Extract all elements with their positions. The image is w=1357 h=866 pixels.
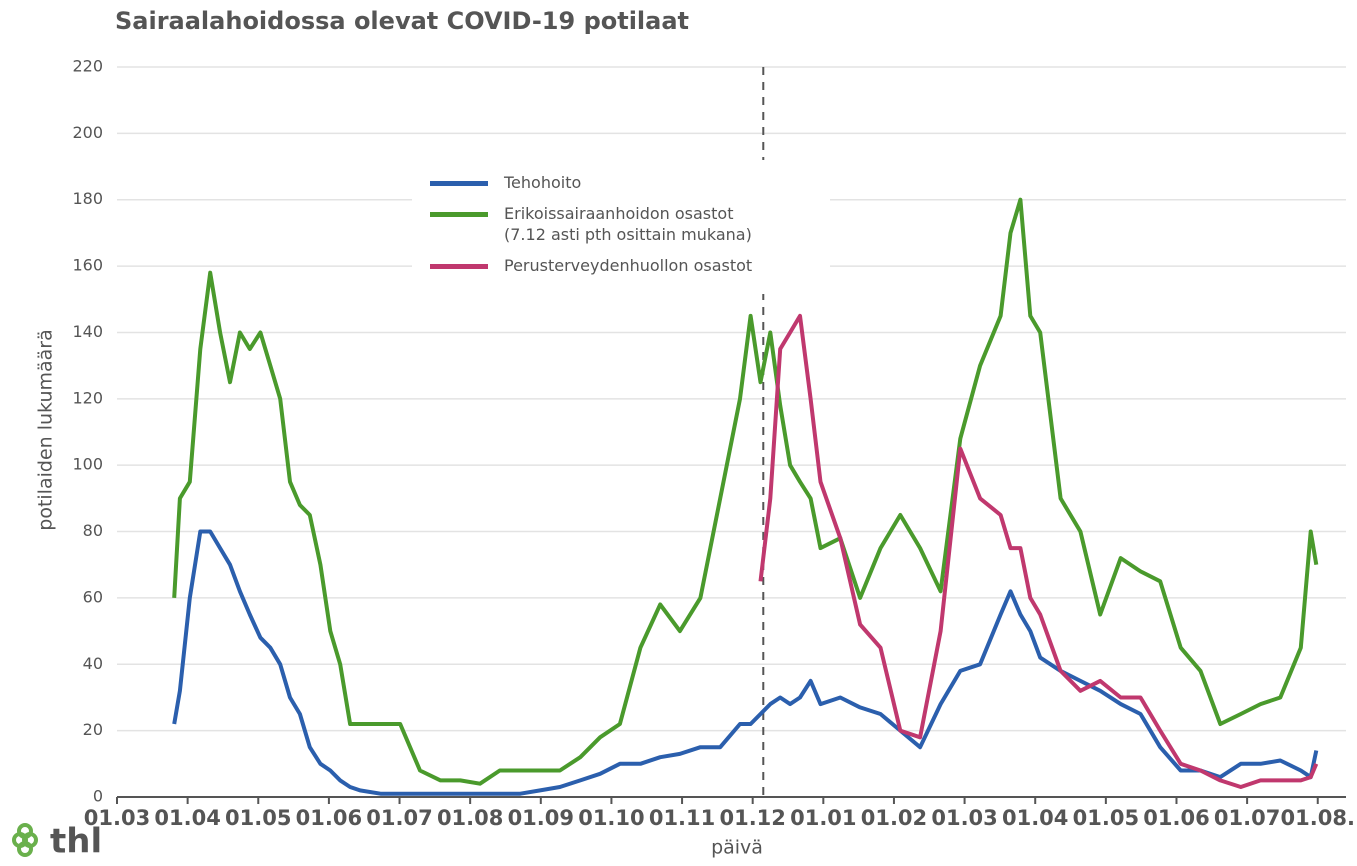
legend-item: Perusterveydenhuollon osastot — [430, 255, 830, 276]
x-tick-label: 01.02 — [861, 806, 927, 830]
x-tick-label: 01.04 — [154, 806, 220, 830]
y-tick-label: 0 — [93, 787, 103, 806]
y-tick-label: 200 — [72, 123, 103, 142]
y-tick-label: 120 — [72, 388, 103, 407]
x-tick-label: 01.07 — [366, 806, 432, 830]
y-tick-label: 60 — [83, 587, 103, 606]
x-tick-label: 01.07 — [1214, 806, 1280, 830]
x-tick-label: 01.08. — [1281, 806, 1355, 830]
series-line — [172, 529, 1319, 796]
x-tick-label: 01.09 — [508, 806, 574, 830]
grid — [117, 66, 1346, 798]
x-tick-label: 01.11 — [649, 806, 715, 830]
legend-swatch — [430, 212, 488, 217]
y-tick-label: 140 — [72, 322, 103, 341]
y-tick-label: 220 — [72, 57, 103, 76]
legend-item: Tehohoito — [430, 172, 830, 193]
x-tick-label: 01.06 — [296, 806, 362, 830]
legend-swatch — [430, 264, 488, 269]
x-tick-label: 01.03 — [84, 806, 150, 830]
x-tick-label: 01.05 — [1073, 806, 1139, 830]
y-tick-label: 40 — [83, 654, 103, 673]
y-tick-label: 160 — [72, 256, 103, 275]
y-tick-label: 100 — [72, 455, 103, 474]
x-tick-label: 01.05 — [225, 806, 291, 830]
logo-text: thl — [50, 822, 102, 862]
y-tick-label: 180 — [72, 189, 103, 208]
x-tick-label: 01.01 — [790, 806, 856, 830]
legend-label: Perusterveydenhuollon osastot — [504, 256, 753, 275]
logo-icon — [12, 823, 38, 857]
legend-swatch — [430, 181, 488, 186]
legend-label: Erikoissairaanhoidon osastot (7.12 asti … — [504, 204, 752, 244]
legend-label: Tehohoito — [504, 173, 582, 192]
y-tick-label: 20 — [83, 720, 103, 739]
x-tick-label: 01.03 — [931, 806, 997, 830]
x-tick-label: 01.04 — [1002, 806, 1068, 830]
legend-item: Erikoissairaanhoidon osastot (7.12 asti … — [430, 203, 830, 245]
x-tick-label: 01.06 — [1143, 806, 1209, 830]
series-line — [172, 197, 1319, 786]
legend: Tehohoito Erikoissairaanhoidon osastot (7… — [412, 160, 830, 294]
y-tick-label: 80 — [83, 521, 103, 540]
y-axis-label: potilaiden lukumäärä — [35, 329, 57, 530]
series-line — [758, 313, 1319, 789]
x-tick-label: 01.08 — [437, 806, 503, 830]
chart-title: Sairaalahoidossa olevat COVID-19 potilaa… — [115, 7, 689, 35]
x-axis-label: päivä — [711, 837, 763, 859]
x-tick-label: 01.10 — [578, 806, 644, 830]
x-tick-label: 01.12 — [719, 806, 785, 830]
